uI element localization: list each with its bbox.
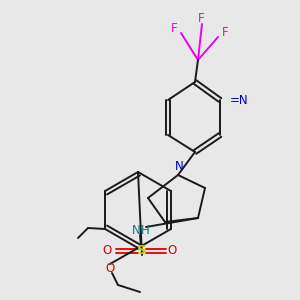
Text: S: S bbox=[137, 244, 147, 257]
Text: N: N bbox=[175, 160, 183, 173]
Text: =N: =N bbox=[230, 94, 249, 107]
Text: F: F bbox=[198, 11, 204, 25]
Text: N: N bbox=[132, 224, 140, 238]
Text: O: O bbox=[167, 244, 177, 257]
Text: O: O bbox=[102, 244, 112, 257]
Text: F: F bbox=[222, 26, 228, 38]
Text: H: H bbox=[141, 224, 149, 238]
Text: F: F bbox=[171, 22, 177, 34]
Text: O: O bbox=[105, 262, 115, 275]
